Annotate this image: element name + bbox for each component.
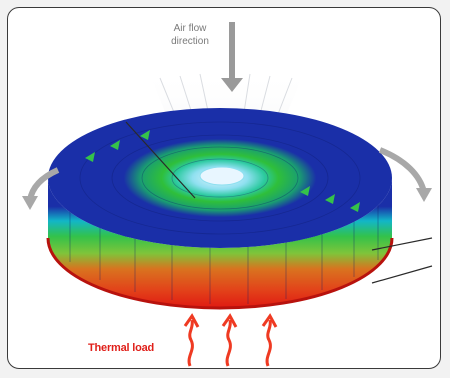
wheel-bottom-rim [46,237,394,310]
wheel-hub [199,166,245,186]
rotation-arrow-left-icon [22,167,60,210]
wheel-side-segments [69,203,379,304]
airflow-arrow-icon [221,22,243,92]
heat-arrow-icon [221,313,238,367]
thermal-load-label: Thermal load [88,342,155,354]
wheel-top-rings [79,121,361,235]
rotation-arrow-right-icon [378,147,432,202]
wheel-side [48,178,392,308]
heat-arrow-icon [183,313,200,367]
top-flow-marks [85,130,360,212]
heat-arrow-icon [261,313,278,367]
probe-lines [125,121,433,284]
airflow-label: Air flow direction [171,23,209,47]
